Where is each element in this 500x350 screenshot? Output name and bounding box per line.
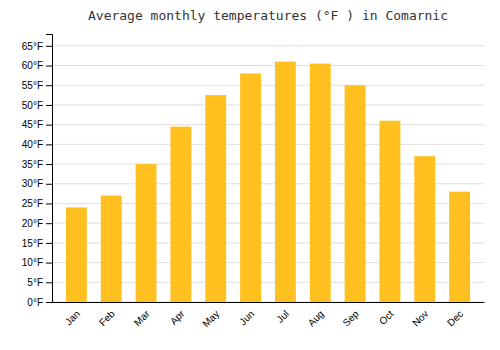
x-tick: Jun — [237, 308, 256, 327]
x-tick: Mar — [132, 308, 152, 328]
y-tick: 60°F — [22, 60, 52, 71]
bar — [449, 192, 470, 302]
tick-label: 60°F — [22, 60, 43, 71]
tick-mark — [46, 184, 52, 185]
y-tick: 10°F — [22, 257, 52, 268]
x-axis: Jan Feb Mar Apr May Jun Jul Aug Sep Oct Nov Dec — [53, 303, 485, 330]
tick-label: Nov — [410, 308, 430, 328]
x-tick: Oct — [377, 308, 396, 327]
axis-line — [46, 35, 53, 303]
tick-label: 0°F — [27, 297, 43, 308]
bars — [66, 62, 470, 302]
x-tick: Apr — [168, 308, 187, 327]
tick-label: Aug — [306, 308, 326, 328]
tick-mark — [46, 105, 52, 106]
x-tick: Feb — [97, 308, 117, 328]
y-tick: 65°F — [22, 41, 52, 52]
tick-mark — [46, 302, 52, 303]
y-tick: 20°F — [22, 218, 52, 229]
tick-label: Jul — [274, 308, 291, 325]
tick-label: 25°F — [22, 198, 43, 209]
tick-mark — [46, 243, 52, 244]
tick-label: Dec — [445, 308, 465, 328]
y-tick: 40°F — [22, 139, 52, 150]
grid-line — [52, 144, 484, 145]
tick-mark — [46, 282, 52, 283]
tick-mark — [46, 66, 52, 67]
tick-label: Mar — [132, 308, 152, 328]
bar — [379, 121, 400, 302]
bar — [345, 85, 366, 302]
tick-mark — [46, 203, 52, 204]
x-tick: Jul — [274, 308, 291, 325]
x-tick: May — [200, 308, 221, 329]
tick-mark — [46, 85, 52, 86]
y-tick: 5°F — [27, 277, 52, 288]
tick-label: 40°F — [22, 139, 43, 150]
tick-label: Jun — [237, 308, 256, 327]
tick-label: Jan — [63, 308, 82, 327]
bar — [414, 156, 435, 302]
tick-label: 35°F — [22, 159, 43, 170]
tick-label: 10°F — [22, 257, 43, 268]
tick-label: 20°F — [22, 218, 43, 229]
grid-line — [52, 65, 484, 66]
x-tick: Sep — [340, 308, 361, 329]
tick-label: May — [200, 308, 221, 329]
tick-mark — [46, 144, 52, 145]
bar — [310, 64, 331, 302]
y-axis: 0°F 5°F 10°F 15°F 20°F 25°F 30°F 35°F 40°F 45°F 50… — [22, 35, 53, 308]
tick-label: 30°F — [22, 178, 43, 189]
tick-label: Oct — [377, 308, 396, 327]
chart: 0°F 5°F 10°F 15°F 20°F 25°F 30°F 35°F 40°F 45°F 50… — [0, 0, 500, 350]
tick-label: 65°F — [22, 41, 43, 52]
plot: 0°F 5°F 10°F 15°F 20°F 25°F 30°F 35°F 40°F 45°F 50… — [22, 35, 485, 330]
grid-line — [52, 124, 484, 125]
x-tick: Nov — [410, 308, 430, 328]
tick-mark — [46, 125, 52, 126]
bar — [136, 164, 157, 302]
tick-mark — [46, 223, 52, 224]
grid-line — [52, 104, 484, 105]
y-tick: 50°F — [22, 100, 52, 111]
bar — [205, 95, 226, 302]
tick-mark — [46, 263, 52, 264]
grid — [52, 46, 484, 302]
x-tick: Jan — [63, 308, 82, 327]
x-tick: Aug — [306, 308, 326, 328]
tick-label: 50°F — [22, 100, 43, 111]
tick-label: 5°F — [27, 277, 43, 288]
x-tick: Dec — [445, 308, 465, 328]
y-tick: 35°F — [22, 159, 52, 170]
tick-label: Sep — [340, 308, 361, 329]
tick-label: Feb — [97, 308, 117, 328]
y-tick: 30°F — [22, 178, 52, 189]
grid-line — [52, 85, 484, 86]
y-tick: 15°F — [22, 238, 52, 249]
tick-label: 55°F — [22, 80, 43, 91]
tick-label: 15°F — [22, 238, 43, 249]
bar — [240, 73, 261, 302]
bar — [275, 62, 296, 302]
bar — [170, 127, 191, 302]
title: Average monthly temperatures (°F ) in Co… — [88, 8, 448, 23]
tick-mark — [46, 46, 52, 47]
y-tick: 25°F — [22, 198, 52, 209]
grid-line — [52, 45, 484, 46]
tick-label: 45°F — [22, 119, 43, 130]
bar — [101, 196, 122, 302]
tick-mark — [46, 164, 52, 165]
tick-label: Apr — [168, 308, 187, 327]
y-tick: 55°F — [22, 80, 52, 91]
axis-line — [53, 302, 485, 303]
y-tick: 0°F — [27, 297, 52, 308]
bar — [66, 207, 87, 302]
y-tick: 45°F — [22, 119, 52, 130]
